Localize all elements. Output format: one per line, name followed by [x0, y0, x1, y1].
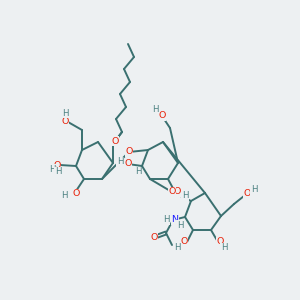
Text: H: H: [221, 244, 227, 253]
Text: O: O: [168, 188, 176, 196]
Text: O: O: [111, 136, 119, 146]
Text: H: H: [117, 158, 123, 166]
Text: N: N: [172, 215, 178, 224]
Text: H: H: [251, 185, 257, 194]
Text: H: H: [61, 191, 67, 200]
Text: O: O: [243, 190, 251, 199]
Text: H: H: [49, 164, 55, 173]
Text: O: O: [61, 118, 69, 127]
Text: O: O: [180, 238, 188, 247]
Text: O: O: [150, 233, 158, 242]
Text: O: O: [173, 188, 181, 196]
Text: H: H: [163, 215, 169, 224]
Text: O: O: [125, 148, 133, 157]
Text: O: O: [53, 160, 61, 169]
Text: H: H: [174, 244, 180, 253]
Text: H: H: [177, 220, 183, 230]
Text: O: O: [158, 112, 166, 121]
Text: O: O: [124, 160, 132, 169]
Text: H: H: [62, 109, 68, 118]
Text: O: O: [72, 190, 80, 199]
Text: H: H: [135, 167, 141, 176]
Text: H: H: [182, 191, 188, 200]
Text: O: O: [216, 238, 224, 247]
Text: H: H: [152, 106, 158, 115]
Text: H: H: [55, 167, 61, 176]
